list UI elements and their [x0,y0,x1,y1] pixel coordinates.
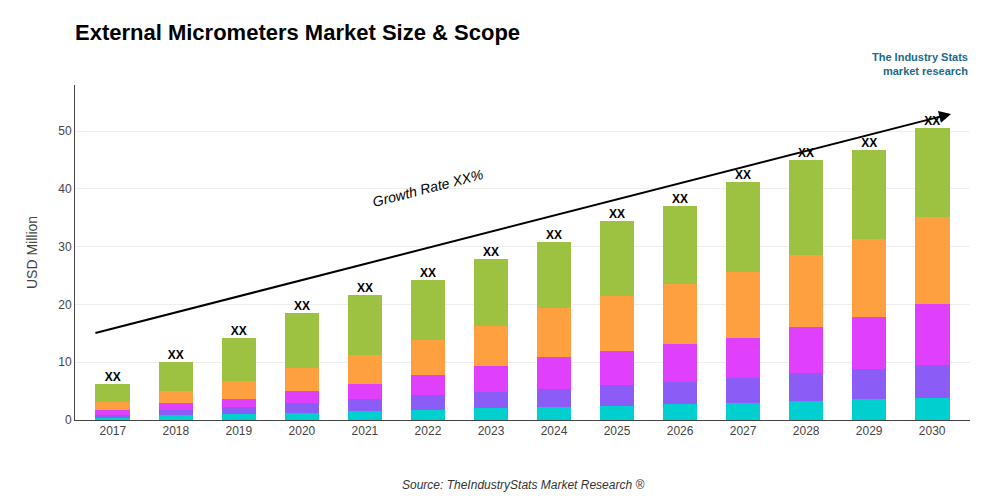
svg-text:XX: XX [231,324,247,338]
svg-text:XX: XX [105,370,121,384]
svg-text:2019: 2019 [226,424,253,438]
svg-text:2028: 2028 [793,424,820,438]
svg-text:2030: 2030 [919,424,946,438]
svg-text:2027: 2027 [730,424,757,438]
svg-text:2018: 2018 [162,424,189,438]
svg-text:XX: XX [546,228,562,242]
svg-text:XX: XX [861,136,877,150]
svg-text:2025: 2025 [604,424,631,438]
svg-text:XX: XX [420,266,436,280]
svg-text:XX: XX [924,114,940,128]
svg-text:XX: XX [798,146,814,160]
svg-text:XX: XX [294,299,310,313]
svg-text:20: 20 [58,298,72,312]
svg-text:XX: XX [735,168,751,182]
svg-text:XX: XX [672,192,688,206]
svg-text:Source: TheIndustryStats Marke: Source: TheIndustryStats Market Research… [402,478,644,492]
svg-text:10: 10 [58,355,72,369]
svg-text:2023: 2023 [478,424,505,438]
svg-text:USD Million: USD Million [24,216,40,289]
svg-text:2024: 2024 [541,424,568,438]
svg-text:2022: 2022 [415,424,442,438]
svg-text:External Micrometers Market Si: External Micrometers Market Size & Scope [75,20,520,45]
svg-text:2029: 2029 [856,424,883,438]
svg-text:XX: XX [357,281,373,295]
svg-text:Growth Rate XX%: Growth Rate XX% [371,166,485,210]
svg-text:50: 50 [58,124,72,138]
svg-text:2020: 2020 [289,424,316,438]
svg-text:30: 30 [58,240,72,254]
svg-text:XX: XX [483,245,499,259]
svg-text:2021: 2021 [352,424,379,438]
svg-text:XX: XX [609,207,625,221]
svg-text:2026: 2026 [667,424,694,438]
svg-text:40: 40 [58,182,72,196]
svg-text:2017: 2017 [99,424,126,438]
svg-text:0: 0 [65,413,72,427]
svg-text:The Industry Statsmarket resea: The Industry Statsmarket research [872,51,968,77]
svg-text:XX: XX [168,348,184,362]
